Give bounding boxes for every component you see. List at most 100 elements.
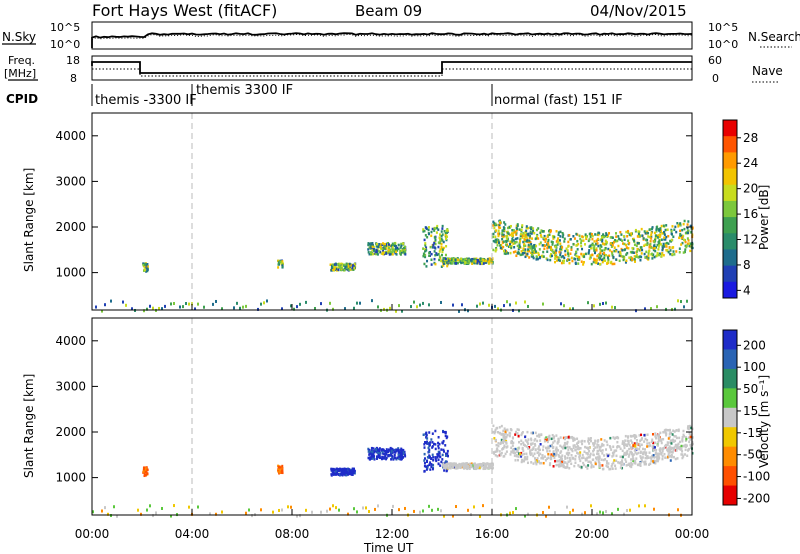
data-cell xyxy=(145,270,148,273)
data-cell xyxy=(600,245,603,248)
data-cell xyxy=(476,261,479,264)
data-cell xyxy=(599,465,602,469)
data-cell xyxy=(431,246,434,249)
data-cell xyxy=(622,242,625,245)
data-cell xyxy=(506,428,509,432)
data-cell xyxy=(444,431,447,435)
data-cell xyxy=(608,254,611,257)
data-cell xyxy=(427,228,430,232)
data-cell xyxy=(656,459,659,463)
data-cell xyxy=(467,259,470,262)
ground-scatter-cell xyxy=(584,511,586,515)
data-cell xyxy=(586,235,589,238)
colorbar-tick-label: -100 xyxy=(743,470,770,484)
ground-scatter-cell xyxy=(251,514,253,518)
data-cell xyxy=(658,243,661,246)
data-cell xyxy=(335,467,338,471)
data-cell xyxy=(512,234,515,237)
data-cell xyxy=(465,258,468,262)
data-cell xyxy=(494,450,497,454)
ground-scatter-cell xyxy=(359,301,361,305)
data-cell xyxy=(509,240,512,243)
data-cell xyxy=(526,254,529,257)
data-cell xyxy=(565,452,568,455)
data-cell xyxy=(597,244,600,248)
data-cell xyxy=(666,449,669,453)
data-cell xyxy=(374,252,377,256)
data-cell xyxy=(641,437,644,440)
data-cell xyxy=(570,246,573,249)
data-cell xyxy=(653,456,656,459)
data-cell xyxy=(382,242,385,245)
data-cell xyxy=(442,462,445,466)
ground-scatter-cell xyxy=(452,303,454,307)
data-cell xyxy=(493,437,496,440)
data-cell xyxy=(330,269,333,272)
data-cell xyxy=(440,253,443,257)
data-cell xyxy=(525,226,528,230)
data-cell xyxy=(377,451,380,454)
data-cell xyxy=(515,254,518,258)
data-cell xyxy=(573,257,576,260)
ground-scatter-cell xyxy=(671,307,673,311)
data-cell xyxy=(528,240,531,244)
colorbar-swatch xyxy=(723,233,737,250)
data-cell xyxy=(611,467,614,471)
data-cell xyxy=(663,238,666,241)
data-cell xyxy=(422,252,425,256)
data-cell xyxy=(534,461,537,464)
data-cell xyxy=(611,451,614,455)
data-cell xyxy=(603,439,606,442)
data-cell xyxy=(368,457,371,461)
data-cell xyxy=(686,427,689,430)
colorbar-swatch xyxy=(723,120,737,137)
data-cell xyxy=(629,250,632,254)
data-cell xyxy=(397,453,400,457)
data-cell xyxy=(659,447,662,450)
data-cell xyxy=(278,469,281,473)
data-cell xyxy=(378,455,381,458)
data-cell xyxy=(597,452,600,456)
data-cell xyxy=(386,251,389,254)
data-cell xyxy=(660,252,663,256)
data-cell xyxy=(541,244,544,247)
data-cell xyxy=(440,242,443,246)
data-cell xyxy=(645,455,648,459)
ground-scatter-cell xyxy=(209,512,211,516)
data-cell xyxy=(280,471,283,474)
data-cell xyxy=(468,464,471,468)
data-cell xyxy=(596,237,599,241)
data-cell xyxy=(399,253,402,256)
data-cell xyxy=(649,444,652,447)
data-cell xyxy=(578,457,581,461)
data-cell xyxy=(524,231,527,234)
data-cell xyxy=(494,454,497,457)
data-cell xyxy=(638,447,641,451)
data-cell xyxy=(444,452,447,455)
data-cell xyxy=(538,248,541,251)
data-cell xyxy=(518,241,521,245)
data-cell xyxy=(632,251,635,254)
data-cell xyxy=(527,243,530,247)
ground-scatter-cell xyxy=(188,505,190,509)
data-cell xyxy=(671,446,674,450)
data-cell xyxy=(484,259,487,263)
data-cell xyxy=(605,253,608,257)
data-cell xyxy=(398,455,401,458)
data-cell xyxy=(587,440,590,443)
data-cell xyxy=(602,257,605,261)
ground-scatter-cell xyxy=(101,309,103,313)
data-cell xyxy=(684,439,687,442)
data-cell xyxy=(600,444,603,447)
data-cell xyxy=(648,441,651,445)
data-cell xyxy=(656,243,659,247)
data-cell xyxy=(630,256,633,259)
data-cell xyxy=(675,449,678,452)
data-cell xyxy=(643,448,646,451)
data-cell xyxy=(395,449,398,453)
data-cell xyxy=(466,467,469,470)
ground-scatter-cell xyxy=(161,506,163,510)
data-cell xyxy=(587,460,590,464)
data-cell xyxy=(377,454,380,458)
data-cell xyxy=(380,457,383,461)
